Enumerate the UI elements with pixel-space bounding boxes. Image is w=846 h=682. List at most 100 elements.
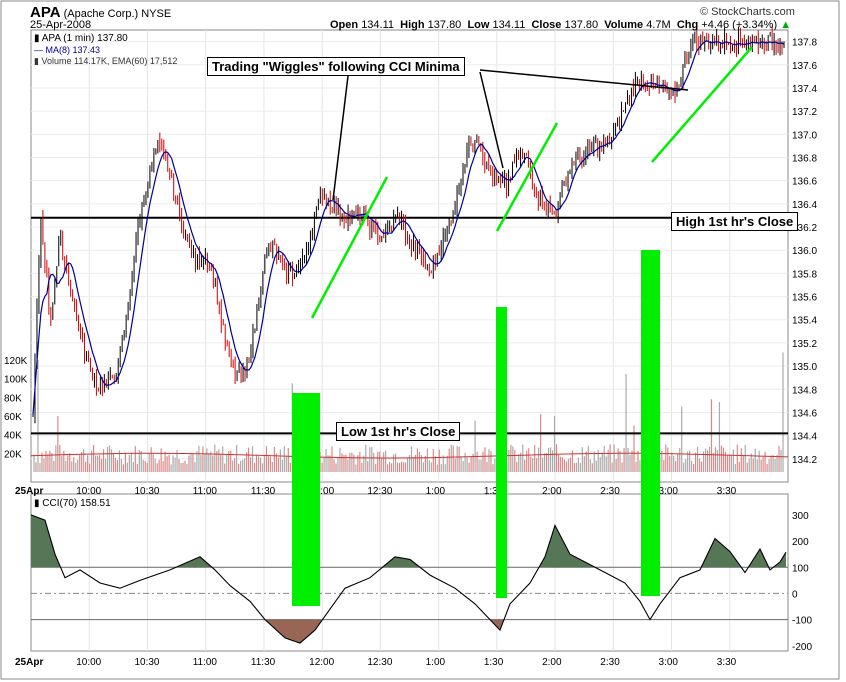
price-tick-label: 137.8 bbox=[792, 38, 817, 49]
cci-panel bbox=[30, 493, 789, 652]
volume-tick-label: 20K bbox=[4, 449, 22, 460]
cci-tick-label: 300 bbox=[792, 511, 809, 522]
x-tick-label: 3:00 bbox=[659, 657, 679, 668]
price-tick-label: 134.2 bbox=[792, 455, 817, 466]
price-tick-label: 136.2 bbox=[792, 223, 817, 234]
price-tick-label: 135.6 bbox=[792, 293, 817, 304]
volume-label: Volume bbox=[604, 19, 644, 31]
cci-line bbox=[30, 514, 787, 644]
price-tick-label: 135.8 bbox=[792, 269, 817, 280]
cci-tick-label: 0 bbox=[792, 589, 798, 600]
up-arrow-icon: ▲ bbox=[780, 19, 792, 31]
x-tick-label: 2:30 bbox=[600, 657, 620, 668]
ma-legend-text: MA(8) 137.43 bbox=[45, 45, 101, 55]
x-tick-label: 2:00 bbox=[542, 657, 562, 668]
trend-line bbox=[495, 122, 559, 232]
volume-tick-label: 40K bbox=[4, 431, 22, 442]
high-first-hr-label: High 1st hr's Close bbox=[671, 212, 799, 231]
cci-legend-text: CCI(70) 158.51 bbox=[42, 498, 111, 509]
pointer-line bbox=[479, 69, 689, 91]
high-label: High bbox=[400, 19, 425, 31]
price-tick-label: 136.8 bbox=[792, 153, 817, 164]
x-tick-label: 10:30 bbox=[134, 486, 159, 497]
quote-summary: Open 134.11 High 137.80 Low 134.11 Close… bbox=[330, 19, 791, 31]
cci-tick-label: 100 bbox=[792, 563, 809, 574]
highlight-column bbox=[641, 250, 660, 596]
exchange: NYSE bbox=[141, 8, 172, 20]
volume-tick-label: 120K bbox=[4, 356, 28, 367]
cci-tick-label: -200 bbox=[792, 642, 812, 653]
volume-value: 4.7M bbox=[646, 19, 671, 31]
price-tick-label: 137.4 bbox=[792, 84, 817, 95]
price-tick-label: 134.8 bbox=[792, 385, 817, 396]
price-tick-label: 136.6 bbox=[792, 177, 817, 188]
ma-line bbox=[32, 40, 785, 415]
volume-tick-label: 80K bbox=[4, 393, 22, 404]
pointer-line bbox=[479, 71, 504, 169]
cci-positive-fill bbox=[31, 514, 786, 568]
chg-value: +4.46 (+3.34%) bbox=[701, 19, 778, 31]
price-legend: ▮ APA (1 min) 137.80 bbox=[34, 33, 128, 44]
x-tick-label: 2:00 bbox=[542, 486, 562, 497]
cci-legend: ▮ CCI(70) 158.51 bbox=[34, 498, 111, 509]
x-tick-label: 11:30 bbox=[251, 657, 276, 668]
price-tick-label: 136.0 bbox=[792, 246, 817, 257]
price-tick-label: 137.6 bbox=[792, 61, 817, 72]
volume-legend: ▮ Volume 114.17K, EMA(60) 17,512 bbox=[34, 56, 177, 67]
price-panel bbox=[30, 29, 789, 483]
open-value: 134.11 bbox=[361, 19, 395, 31]
watermark: © StockCharts.com bbox=[700, 6, 795, 18]
x-tick-label: 1:30 bbox=[484, 657, 504, 668]
chg-label: Chg bbox=[676, 19, 699, 31]
high-value: 137.80 bbox=[427, 19, 462, 31]
x-tick-label: 12:00 bbox=[309, 657, 334, 668]
x-tick-label: 11:30 bbox=[251, 486, 276, 497]
company-name: (Apache Corp.) bbox=[63, 8, 139, 20]
low-first-hr-label: Low 1st hr's Close bbox=[336, 422, 461, 441]
x-tick-label: 10:00 bbox=[76, 657, 101, 668]
x-tick-label: 1:30 bbox=[484, 486, 504, 497]
x-tick-label: 12:00 bbox=[309, 486, 334, 497]
ma-legend: — MA(8) 137.43 bbox=[34, 45, 100, 55]
symbol-title: APA (Apache Corp.) NYSE bbox=[30, 4, 171, 21]
price-tick-label: 135.2 bbox=[792, 339, 817, 350]
highlight-column bbox=[292, 393, 320, 606]
volume-tick-label: 100K bbox=[4, 375, 28, 386]
price-tick-label: 136.4 bbox=[792, 200, 817, 211]
x-tick-label: 2:30 bbox=[600, 486, 620, 497]
x-tick-label: 12:30 bbox=[367, 486, 392, 497]
trend-line bbox=[310, 176, 389, 319]
price-tick-label: 137.0 bbox=[792, 130, 817, 141]
ma-swatch-icon: — bbox=[34, 45, 43, 55]
x-tick-label: 10:00 bbox=[76, 486, 101, 497]
volume-legend-text: Volume 114.17K, EMA(60) 17,512 bbox=[41, 56, 178, 66]
open-label: Open bbox=[330, 19, 359, 31]
low-label: Low bbox=[467, 19, 490, 31]
x-tick-label: 11:00 bbox=[193, 486, 218, 497]
x-tick-label: 25Apr bbox=[15, 486, 43, 497]
chart-date: 25-Apr-2008 bbox=[30, 19, 92, 31]
x-tick-label: 12:30 bbox=[367, 657, 392, 668]
trend-line bbox=[651, 46, 753, 163]
price-swatch-icon: ▮ bbox=[34, 33, 40, 44]
price-legend-text: APA (1 min) 137.80 bbox=[41, 33, 128, 44]
cci-tick-label: -100 bbox=[792, 616, 812, 627]
symbol: APA bbox=[30, 4, 61, 21]
volume-ema-line bbox=[30, 452, 789, 459]
volume-swatch-icon: ▮ bbox=[34, 56, 39, 66]
x-tick-label: 3:30 bbox=[717, 657, 737, 668]
wiggles-annotation: Trading "Wiggles" following CCI Minima bbox=[207, 57, 465, 76]
x-tick-label: 3:30 bbox=[717, 486, 737, 497]
x-tick-label: 1:00 bbox=[426, 486, 446, 497]
low-value: 134.11 bbox=[492, 19, 526, 31]
pointer-line bbox=[332, 75, 349, 201]
close-label: Close bbox=[531, 19, 562, 31]
price-tick-label: 135.0 bbox=[792, 362, 817, 373]
volume-tick-label: 60K bbox=[4, 412, 22, 423]
x-tick-label: 3:00 bbox=[659, 486, 679, 497]
price-tick-label: 134.4 bbox=[792, 432, 817, 443]
x-tick-label: 10:30 bbox=[134, 657, 159, 668]
highlight-column bbox=[496, 307, 507, 598]
